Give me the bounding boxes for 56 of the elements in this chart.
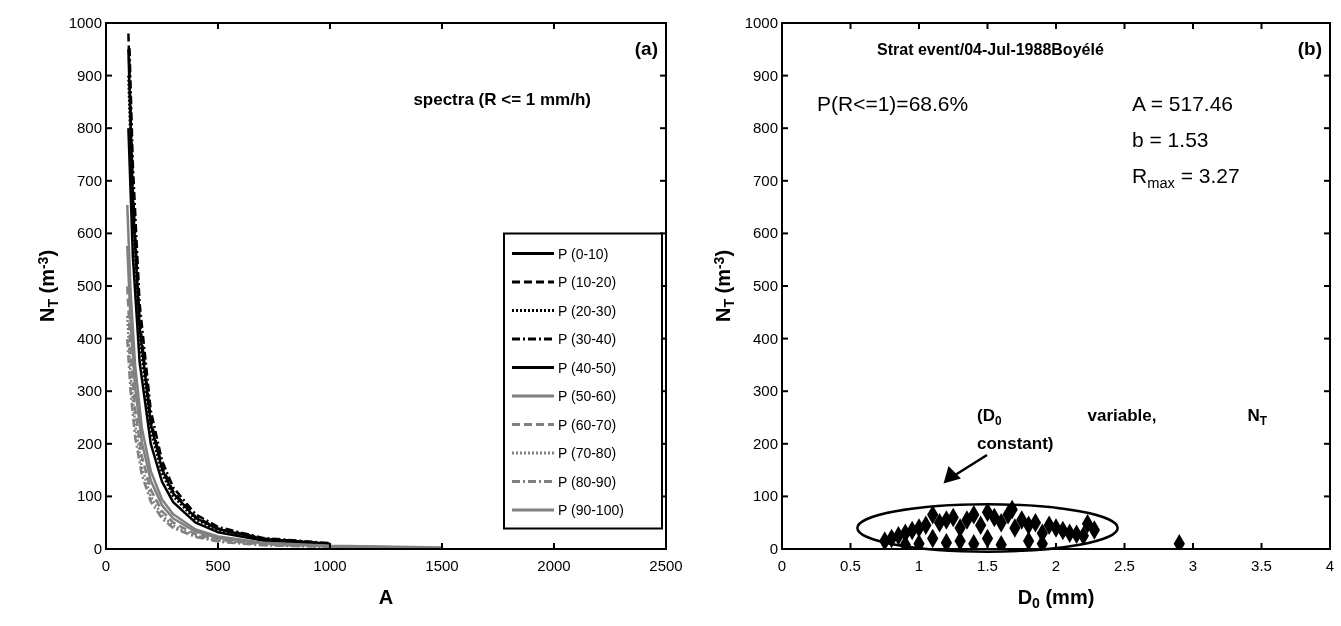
y-tick-label: 0: [769, 540, 778, 557]
annotation: b = 1.53: [1132, 128, 1209, 151]
text: Strat event/04-Jul-1988Boyélé: [877, 41, 1104, 58]
y-tick-label: 600: [752, 224, 778, 242]
y-tick-label: 800: [76, 119, 102, 137]
annotation: P(R<=1)=68.6%: [817, 92, 969, 115]
x-tick-label: 3: [1188, 557, 1198, 574]
x-tick-label: 3.5: [1251, 557, 1272, 574]
y-tick-label: 500: [76, 277, 102, 294]
y-tick-label: 0: [93, 540, 102, 557]
x-tick-label: 0.5: [840, 557, 861, 574]
y-tick-label: 100: [76, 487, 102, 505]
y-tick-label: 900: [76, 66, 102, 84]
y-tick-label: 800: [752, 119, 778, 137]
y-tick-label: 300: [752, 382, 778, 400]
x-tick-label: 2500: [649, 557, 683, 574]
y-tick-label: 700: [752, 171, 778, 189]
x-tick-label: 1000: [313, 557, 347, 574]
x-tick-label: 1500: [425, 557, 459, 574]
y-tick-label: 400: [76, 329, 102, 347]
x-tick-label: 1.5: [977, 557, 998, 574]
x-axis-title: D$_{0}$ (mm): [1017, 586, 1095, 612]
x-tick-label: 4: [1325, 557, 1335, 574]
y-tick-label: 600: [76, 224, 102, 242]
legend-label: P (0-10): [558, 245, 609, 262]
x-axis-title: A: [378, 586, 394, 608]
text: (D$_{0}$ variable, N$_{T}$ constant): [977, 406, 1267, 453]
annotation: A = 517.46: [1132, 92, 1234, 115]
y-tick-label: 1000: [744, 14, 778, 31]
y-tick-label: 200: [752, 434, 778, 452]
y-tick-label: 700: [76, 171, 102, 189]
x-tick-label: 2: [1051, 557, 1061, 574]
legend-label: P (50-60): [558, 388, 617, 404]
annotation: R$_{max}$ = 3.27: [1132, 164, 1240, 191]
x-tick-label: 2000: [537, 557, 571, 574]
y-tick-label: 200: [76, 434, 102, 452]
y-tick-label: 1000: [68, 14, 102, 31]
legend-label: P (80-90): [558, 473, 617, 490]
legend-label: P (40-50): [558, 359, 617, 376]
x-tick-label: 2.5: [1114, 557, 1135, 574]
y-tick-label: 500: [752, 277, 778, 294]
y-tick-label: 300: [76, 382, 102, 400]
legend-label: P (30-40): [558, 331, 617, 347]
legend-label: P (70-80): [558, 445, 617, 461]
legend-label: P (20-30): [558, 302, 617, 319]
legend-label: P (10-20): [558, 274, 617, 290]
annotation: (b): [1297, 38, 1322, 59]
x-tick-label: 1: [914, 557, 924, 574]
annotation: (a): [634, 38, 658, 59]
text: spectra (R <= 1 mm/h): [413, 90, 591, 109]
y-tick-label: 400: [752, 329, 778, 347]
y-tick-label: 900: [752, 66, 778, 84]
y-tick-label: 100: [752, 487, 778, 505]
legend-label: P (60-70): [558, 416, 617, 433]
legend-label: P (90-100): [558, 502, 624, 518]
x-tick-label: 500: [205, 557, 231, 574]
